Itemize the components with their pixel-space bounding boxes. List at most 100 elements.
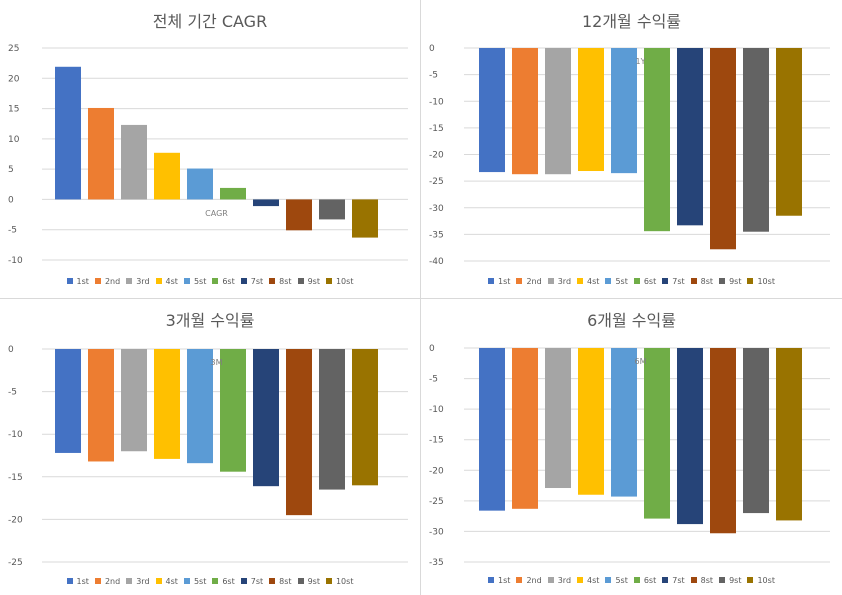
legend-swatch	[605, 577, 612, 583]
chart-plot: 0 -5 -10 -15 -20 -25 -30 -35 6M	[429, 344, 830, 568]
y-tick-label: 5	[8, 165, 14, 175]
legend-swatch	[719, 577, 726, 583]
legend-item: 4st	[577, 277, 599, 286]
y-tick-label: -35	[429, 230, 444, 240]
bar-8st	[286, 199, 312, 231]
legend-label: 1st	[76, 277, 89, 286]
legend-label: 2nd	[104, 577, 121, 586]
legend-swatch	[690, 577, 697, 583]
legend-item: 1st	[66, 277, 89, 286]
legend-label: 5st	[193, 277, 207, 286]
y-tick-label: -10	[8, 430, 23, 440]
chart-legend: 1st 2nd 3rd 4st 5st 6st 7st 8st 9st 10st	[0, 277, 420, 286]
bar-3rd	[545, 48, 571, 175]
bar-4st	[578, 348, 604, 495]
y-tick-label: -40	[429, 257, 444, 267]
bar-2nd	[88, 349, 114, 462]
y-tick-label: -35	[429, 558, 444, 568]
legend-item: 9st	[297, 277, 320, 286]
legend-item: 7st	[240, 577, 263, 586]
bar-2nd	[512, 48, 538, 175]
y-tick-label: -5	[429, 71, 438, 81]
bar-6st	[644, 348, 670, 519]
legend-label: 7st	[672, 576, 685, 585]
y-tick-label: -20	[429, 151, 444, 161]
bar-8st	[710, 48, 736, 250]
chart-plot: 0 -5 -10 -15 -20 -25 -30 -35 -40 1Y	[429, 44, 830, 267]
legend-swatch	[183, 278, 190, 284]
legend-swatch	[488, 577, 495, 583]
legend-item: 1st	[488, 576, 510, 585]
legend-swatch	[66, 578, 73, 584]
legend-label: 8st	[279, 577, 292, 586]
legend-swatch	[269, 278, 276, 284]
legend-swatch	[66, 278, 73, 284]
bar-7st	[677, 348, 703, 525]
bar-1st	[55, 66, 81, 200]
legend-label: 9st	[307, 577, 320, 586]
legend-item: 8st	[269, 277, 292, 286]
legend-item: 5st	[183, 277, 207, 286]
legend-item: 3rd	[547, 576, 571, 585]
chart-title: 12개월 수익률	[581, 12, 682, 31]
y-tick-label: -10	[8, 256, 23, 266]
legend-label: 10st	[757, 277, 775, 286]
legend-swatch	[94, 578, 101, 584]
legend-swatch	[155, 278, 162, 284]
bar-7st	[253, 199, 279, 207]
category-label: 1Y	[636, 57, 646, 66]
legend-label: 6st	[222, 577, 235, 586]
chart-legend: 1st 2nd 3rd 4st 5st 6st 7st 8st 9st 10st	[421, 277, 842, 286]
bar-3rd	[121, 349, 147, 452]
legend-label: 8st	[279, 277, 292, 286]
legend-item: 5st	[605, 576, 628, 585]
legend-swatch	[662, 577, 669, 583]
legend-label: 10st	[335, 577, 354, 586]
legend-item: 10st	[747, 576, 775, 585]
y-tick-label: 0	[8, 195, 14, 205]
bar-6st	[644, 48, 670, 232]
legend-item: 7st	[662, 277, 685, 286]
bar-4st	[578, 48, 604, 172]
y-tick-label: -5	[8, 226, 17, 236]
legend-item: 6st	[633, 277, 657, 286]
legend-swatch	[269, 578, 276, 584]
bar-1st	[479, 48, 505, 173]
bar-2nd	[88, 107, 114, 200]
y-tick-label: -5	[8, 388, 17, 398]
chart-title: 전체 기간 CAGR	[152, 12, 268, 31]
chart-panel-6m: 6개월 수익률 0 -5 -10 -15 -20 -25 -30 -35 6M 1st 2nd 3r…	[421, 299, 842, 595]
bar-3rd	[545, 348, 571, 489]
y-tick-label: -15	[429, 124, 444, 134]
legend-swatch	[325, 578, 332, 584]
legend-item: 6st	[633, 576, 656, 585]
legend-item: 9st	[297, 577, 320, 586]
legend-label: 6st	[643, 277, 657, 286]
bar-5st	[187, 168, 213, 200]
legend-item: 9st	[719, 576, 741, 585]
bar-5st	[611, 48, 637, 174]
chart-panel-3m: 3개월 수익률 0 -5 -10 -15 -20 -25 3M 1st 2nd 3rd 4st 5s…	[0, 299, 420, 595]
legend-swatch	[94, 278, 101, 284]
bar-4st	[154, 349, 180, 459]
legend-swatch	[488, 278, 495, 284]
chart-title: 6개월 수익률	[587, 311, 676, 330]
legend-swatch	[126, 278, 133, 284]
legend-swatch	[662, 278, 669, 284]
y-tick-label: 0	[8, 345, 14, 355]
legend-label: 9st	[729, 576, 742, 585]
chart-title: 3개월 수익률	[165, 311, 255, 330]
y-tick-label: -15	[8, 473, 23, 483]
legend-item: 2nd	[94, 577, 121, 586]
legend-label: 7st	[250, 277, 264, 286]
legend-item: 7st	[662, 576, 685, 585]
legend-label: 5st	[615, 576, 628, 585]
y-tick-label: -20	[8, 515, 23, 525]
legend-swatch	[240, 578, 247, 584]
legend-swatch	[605, 278, 612, 284]
legend-item: 10st	[325, 577, 354, 586]
y-tick-label: -30	[429, 527, 444, 537]
legend-item: 10st	[747, 277, 775, 286]
bar-2nd	[512, 348, 538, 509]
legend-label: 6st	[222, 277, 235, 286]
